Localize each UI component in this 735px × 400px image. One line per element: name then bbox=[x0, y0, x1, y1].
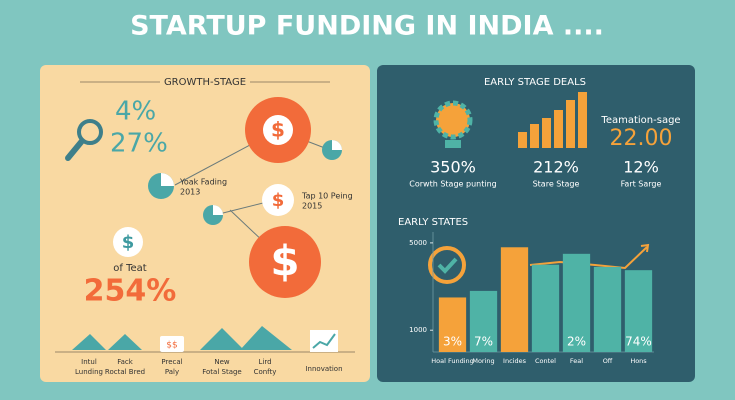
check-icon bbox=[437, 257, 458, 274]
side-value: 22.00 bbox=[610, 126, 673, 151]
dollar-circle bbox=[113, 227, 143, 257]
y-tick-label: 5000 bbox=[409, 239, 427, 247]
y-tick-label: 1000 bbox=[409, 326, 427, 334]
money-icon bbox=[160, 336, 184, 352]
bar bbox=[593, 266, 622, 352]
note-a: Yoak Fading bbox=[179, 178, 227, 187]
mountain-icon bbox=[240, 326, 292, 350]
icon-label: Roctal Bred bbox=[105, 368, 145, 376]
bar bbox=[469, 290, 498, 352]
note-b: Tap 10 Peing bbox=[301, 192, 353, 201]
icon-label: Paly bbox=[165, 368, 179, 376]
bar bbox=[531, 264, 560, 352]
bar-annotation: 2% bbox=[567, 335, 586, 349]
dollar-circle bbox=[262, 184, 294, 216]
trend-arrow bbox=[640, 243, 650, 253]
x-tick-label: Contel bbox=[535, 357, 556, 365]
icon-label: Precal bbox=[161, 358, 182, 366]
stat-value: 350% bbox=[430, 158, 476, 177]
icon-label: Confty bbox=[254, 368, 277, 376]
x-tick-label: Hoal Funding bbox=[431, 357, 474, 365]
dollar-icon: $ bbox=[270, 237, 299, 286]
icon-label: New bbox=[214, 358, 230, 366]
bars-icon bbox=[554, 110, 563, 148]
x-tick-label: Incides bbox=[503, 357, 527, 365]
gear-icon bbox=[445, 140, 461, 148]
dollar-icon: $ bbox=[271, 118, 285, 142]
icon-label: Lird bbox=[258, 358, 271, 366]
icon-label: Fotal Stage bbox=[202, 368, 242, 376]
note-b: 2015 bbox=[302, 202, 322, 211]
stat-top: 4% bbox=[115, 97, 156, 127]
icon-label: Fack bbox=[117, 358, 134, 366]
gear-icon bbox=[433, 100, 473, 140]
chart-icon bbox=[310, 330, 338, 352]
pie-icon bbox=[332, 140, 342, 150]
bars-icon bbox=[578, 92, 587, 148]
x-tick-label: Feal bbox=[570, 357, 583, 365]
stat-label: Fart Sarge bbox=[621, 180, 662, 189]
mountain-icon bbox=[72, 334, 106, 350]
right-heading: EARLY STAGE DEALS bbox=[484, 77, 586, 88]
stat-label: Stare Stage bbox=[533, 180, 580, 189]
x-tick-label: Moring bbox=[472, 357, 494, 365]
left-heading: GROWTH-STAGE bbox=[164, 77, 246, 88]
pie-icon bbox=[161, 173, 174, 186]
dollar-caption: of Teat bbox=[113, 263, 147, 274]
note-a: 2013 bbox=[180, 188, 200, 197]
stat-value: 12% bbox=[623, 158, 659, 177]
x-tick-label: Off bbox=[603, 357, 613, 365]
magnifier-icon bbox=[77, 119, 103, 145]
stat-big: 254% bbox=[84, 274, 177, 309]
icon-label: Intul bbox=[81, 358, 97, 366]
stat-second: 27% bbox=[110, 129, 168, 159]
bar-annotation: 74% bbox=[625, 335, 652, 349]
bar-annotation: 3% bbox=[443, 335, 462, 349]
bar bbox=[624, 270, 653, 352]
pie-icon bbox=[213, 205, 223, 215]
chart-title: EARLY STATES bbox=[398, 217, 468, 228]
bars-icon bbox=[530, 124, 539, 148]
bars-icon bbox=[518, 132, 527, 148]
trend-arrow bbox=[529, 246, 648, 270]
bar bbox=[562, 253, 591, 352]
bars-icon bbox=[566, 100, 575, 148]
magnifier-icon bbox=[65, 138, 85, 161]
bar bbox=[438, 297, 467, 352]
icon-label: Innovation bbox=[305, 365, 342, 373]
icon-label: Lunding bbox=[75, 368, 103, 376]
bar-annotation: 7% bbox=[474, 335, 493, 349]
bar bbox=[500, 247, 529, 352]
mountain-icon bbox=[108, 334, 142, 350]
side-label: Teamation-sage bbox=[600, 115, 680, 126]
x-tick-label: Hons bbox=[630, 357, 647, 365]
chart-icon bbox=[312, 333, 336, 349]
page-title: STARTUP FUNDING IN INDIA .... bbox=[130, 11, 604, 42]
stat-value: 212% bbox=[533, 158, 579, 177]
stat-label: Corwth Stage punting bbox=[409, 180, 496, 189]
dollar-circle bbox=[263, 115, 293, 145]
mountain-icon bbox=[200, 328, 244, 350]
check-icon bbox=[428, 246, 466, 284]
dollar-icon: $ bbox=[122, 232, 135, 253]
dollar-circle bbox=[249, 226, 321, 298]
money-icon: $$ bbox=[166, 341, 177, 351]
dollar-icon: $ bbox=[272, 190, 285, 211]
bars-icon bbox=[542, 118, 551, 148]
